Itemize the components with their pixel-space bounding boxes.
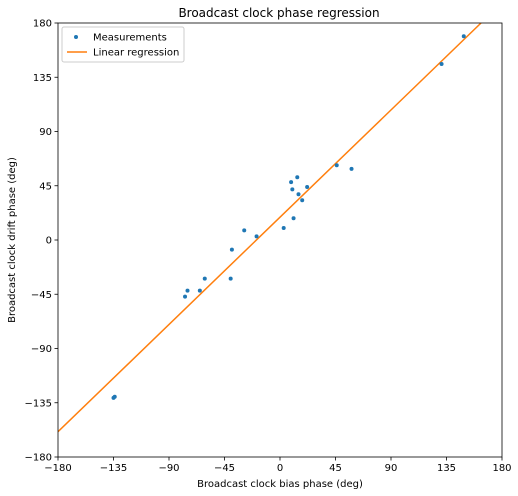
data-point: [229, 247, 234, 252]
data-point: [202, 276, 207, 281]
data-point: [349, 166, 354, 171]
data-point: [242, 228, 247, 233]
regression-line: [58, 23, 482, 433]
x-tick-label: 90: [385, 463, 398, 474]
plot-clip-group: [58, 23, 482, 433]
data-point: [228, 276, 233, 281]
legend: Measurements Linear regression: [61, 26, 185, 63]
data-point: [289, 180, 294, 185]
data-point: [295, 175, 300, 180]
y-tick-label: 90: [39, 127, 52, 138]
data-point: [305, 184, 310, 189]
x-tick-label: 0: [277, 463, 283, 474]
plot-area: [58, 23, 482, 433]
data-point: [183, 294, 188, 299]
data-point: [439, 61, 444, 66]
x-tick-label: −45: [214, 463, 235, 474]
x-tick-label: −90: [158, 463, 179, 474]
y-tick-label: 45: [39, 181, 52, 192]
data-point: [112, 394, 117, 399]
x-tick-label: −180: [44, 463, 71, 474]
x-tick-label: 135: [437, 463, 456, 474]
axes: −180 −135 −90 −45 0 45 90 135 180 −180 −135 −90 −45 0…: [25, 19, 512, 475]
data-point: [291, 216, 296, 221]
y-tick-label: −90: [31, 344, 52, 355]
data-point: [290, 187, 295, 192]
legend-box: [61, 26, 185, 63]
x-axis-label: Broadcast clock bias phase (deg): [197, 479, 363, 490]
x-tick-label: 180: [492, 463, 511, 474]
chart-title: Broadcast clock phase regression: [178, 6, 379, 20]
y-axis-label: Broadcast clock drift phase (deg): [7, 157, 18, 323]
x-tick-label: −135: [100, 463, 127, 474]
y-tick-label: 0: [46, 236, 52, 247]
x-tick-label: 45: [329, 463, 342, 474]
data-point: [334, 163, 339, 168]
y-tick-label: −45: [31, 290, 52, 301]
y-tick-label: −180: [25, 453, 52, 464]
y-tick-label: 135: [33, 73, 52, 84]
data-point: [281, 225, 286, 230]
data-point: [254, 234, 259, 239]
data-point: [296, 192, 301, 197]
data-point: [185, 288, 190, 293]
data-point: [197, 288, 202, 293]
y-tick-label: 180: [33, 19, 52, 30]
y-tick-label: −135: [25, 398, 52, 409]
data-point: [300, 198, 305, 203]
data-point: [461, 34, 466, 39]
legend-label: Measurements: [93, 33, 167, 44]
legend-marker-measurements: [74, 35, 78, 39]
legend-label: Linear regression: [93, 48, 179, 59]
